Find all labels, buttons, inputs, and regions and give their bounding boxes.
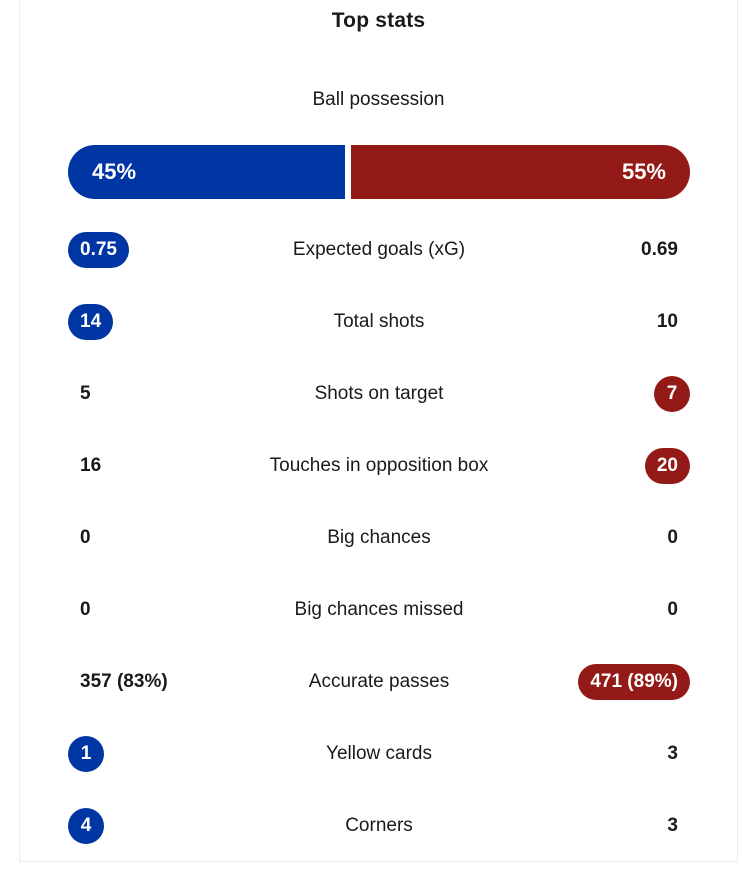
stat-home-value: 14 <box>68 304 114 340</box>
stat-away-value: 0 <box>667 599 678 620</box>
stat-home-value: 0.75 <box>68 232 129 268</box>
stat-away-value: 471 (89%) <box>578 664 690 700</box>
stat-label: Total shots <box>333 311 425 332</box>
stat-row-corners: 4 Corners 3 <box>68 808 690 844</box>
stat-home-value: 0 <box>80 599 91 620</box>
stat-label: Big chances missed <box>294 599 464 620</box>
possession-home-segment: 45% <box>68 145 345 199</box>
stat-away-value: 20 <box>644 448 690 484</box>
stat-row-total-shots: 14 Total shots 10 <box>68 304 690 340</box>
stat-label: Shots on target <box>314 383 444 404</box>
stat-home-value: 5 <box>80 383 91 404</box>
stat-label: Big chances <box>327 527 431 548</box>
possession-label: Ball possession <box>312 89 445 110</box>
stat-row-touches-opposition-box: 16 Touches in opposition box 20 <box>68 448 690 484</box>
section-title: Top stats <box>331 9 426 32</box>
stat-label: Corners <box>345 815 413 836</box>
stat-label: Yellow cards <box>326 743 432 764</box>
stat-home-value: 4 <box>68 808 104 844</box>
possession-home-value: 45% <box>92 159 137 184</box>
possession-away-value: 55% <box>621 159 666 184</box>
stat-away-value: 7 <box>654 376 690 412</box>
stat-home-value: 0 <box>80 527 91 548</box>
stat-label: Expected goals (xG) <box>292 239 466 260</box>
stat-label: Touches in opposition box <box>269 455 489 476</box>
stat-row-shots-on-target: 5 Shots on target 7 <box>68 376 690 412</box>
stat-away-value: 3 <box>667 743 678 764</box>
stat-row-yellow-cards: 1 Yellow cards 3 <box>68 736 690 772</box>
top-stats-card: Top stats Ball possession 45% 55% 0.75 E… <box>19 0 738 862</box>
stat-home-value: 357 (83%) <box>80 671 168 692</box>
stat-away-value: 0 <box>667 527 678 548</box>
stat-row-expected-goals: 0.75 Expected goals (xG) 0.69 <box>68 232 690 268</box>
stat-home-value: 1 <box>68 736 104 772</box>
stat-away-value: 3 <box>667 815 678 836</box>
possession-bar: 45% 55% <box>68 145 690 199</box>
stat-label: Accurate passes <box>308 671 450 692</box>
possession-away-segment: 55% <box>351 145 690 199</box>
stat-row-big-chances-missed: 0 Big chances missed 0 <box>68 592 690 628</box>
stat-away-value: 0.69 <box>641 239 678 260</box>
stat-away-value: 10 <box>656 311 678 332</box>
stat-row-big-chances: 0 Big chances 0 <box>68 520 690 556</box>
stat-home-value: 16 <box>80 455 102 476</box>
stat-row-accurate-passes: 357 (83%) Accurate passes 471 (89%) <box>68 664 690 700</box>
